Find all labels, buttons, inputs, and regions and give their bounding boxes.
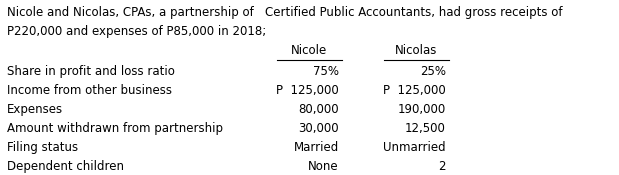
Text: Unmarried: Unmarried (383, 141, 446, 154)
Text: P  125,000: P 125,000 (383, 84, 446, 97)
Text: 25%: 25% (420, 65, 446, 78)
Text: Dependent children: Dependent children (7, 160, 124, 173)
Text: Expenses: Expenses (7, 103, 63, 116)
Text: Nicole: Nicole (292, 44, 327, 57)
Text: Nicole and Nicolas, CPAs, a partnership of   Certified Public Accountants, had g: Nicole and Nicolas, CPAs, a partnership … (7, 6, 562, 19)
Text: Nicolas: Nicolas (396, 44, 438, 57)
Text: 30,000: 30,000 (298, 122, 339, 135)
Text: Married: Married (293, 141, 339, 154)
Text: 80,000: 80,000 (298, 103, 339, 116)
Text: P220,000 and expenses of P85,000 in 2018;: P220,000 and expenses of P85,000 in 2018… (7, 25, 266, 38)
Text: 2: 2 (438, 160, 446, 173)
Text: None: None (308, 160, 339, 173)
Text: 190,000: 190,000 (398, 103, 446, 116)
Text: 12,500: 12,500 (405, 122, 446, 135)
Text: Amount withdrawn from partnership: Amount withdrawn from partnership (7, 122, 223, 135)
Text: Filing status: Filing status (7, 141, 78, 154)
Text: Share in profit and loss ratio: Share in profit and loss ratio (7, 65, 175, 78)
Text: Income from other business: Income from other business (7, 84, 171, 97)
Text: 75%: 75% (313, 65, 339, 78)
Text: P  125,000: P 125,000 (276, 84, 339, 97)
